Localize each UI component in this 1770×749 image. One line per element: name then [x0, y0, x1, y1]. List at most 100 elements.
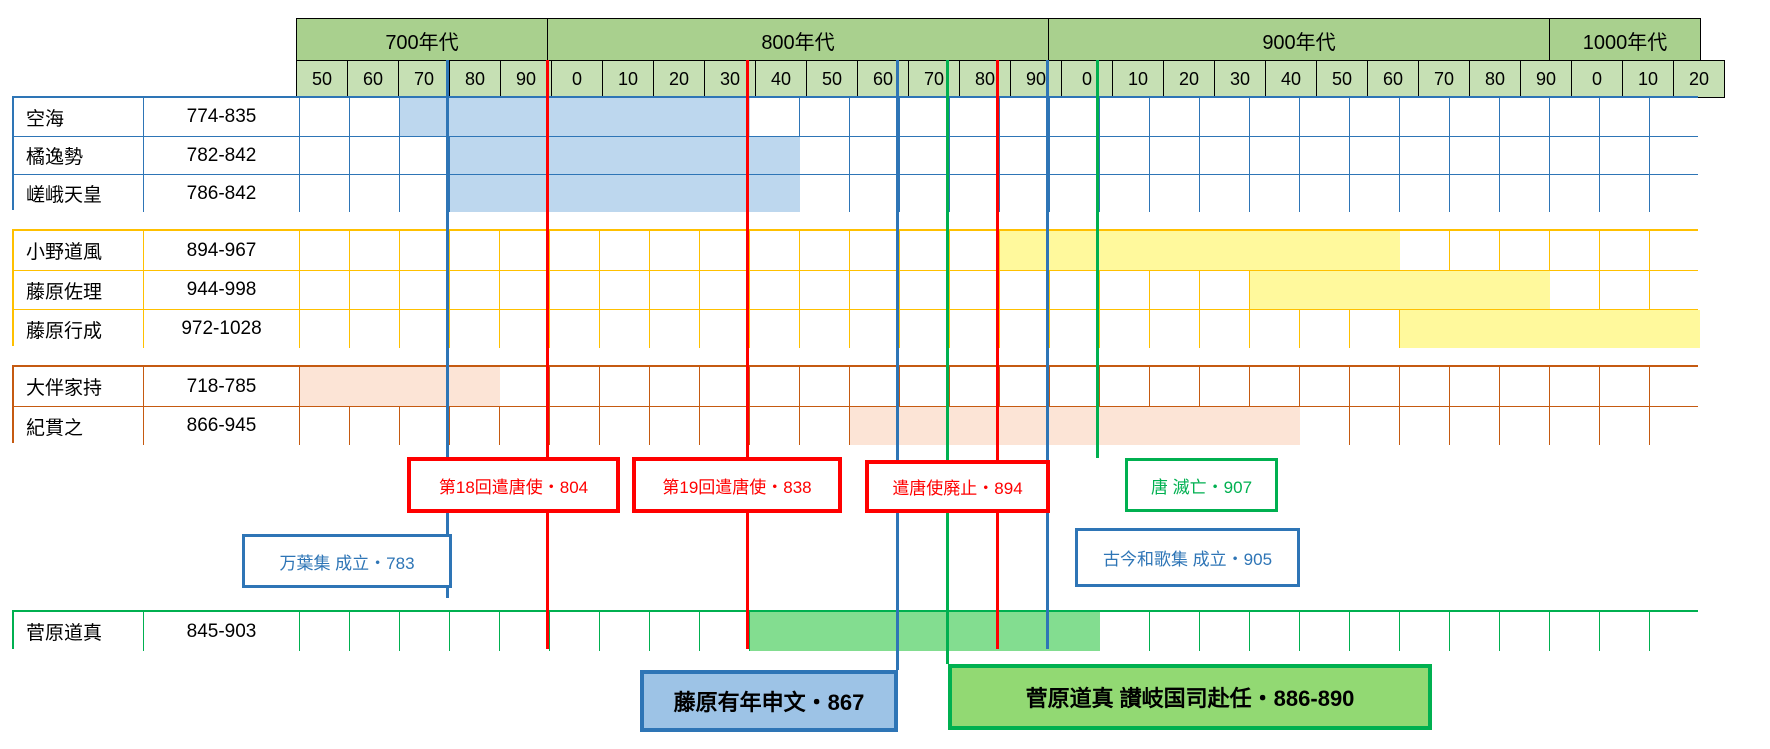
person-name: 嵯峨天皇 [14, 175, 144, 212]
person-row: 小野道風 894-967 [14, 231, 1698, 270]
timeline-grid [300, 367, 1698, 406]
event-label: 第18回遣唐使・804 [438, 477, 589, 497]
decade-tick-cell: 90 [500, 60, 552, 98]
timeline-grid [300, 231, 1698, 270]
person-lifespan: 845-903 [144, 612, 300, 651]
group-michizane: 菅原道真 845-903 [12, 610, 1698, 651]
person-row: 紀貫之 866-945 [14, 406, 1698, 445]
century-header-cell: 800年代 [547, 18, 1049, 62]
decade-tick-cell: 30 [1214, 60, 1266, 98]
person-row: 嵯峨天皇 786-842 [14, 174, 1698, 212]
person-name: 菅原道真 [14, 612, 144, 651]
event-line-sanuki [946, 60, 949, 664]
decade-tick-cell: 40 [1265, 60, 1317, 98]
event-label: 菅原道真 讃岐国司赴任・886-890 [1025, 686, 1355, 711]
event-box-kentoshi-end: 遣唐使廃止・894 [865, 460, 1050, 513]
timeline-grid [300, 175, 1698, 212]
decade-tick-cell: 80 [449, 60, 501, 98]
person-row: 菅原道真 845-903 [14, 612, 1698, 651]
group-sanpitsu: 空海 774-835 橘逸勢 782-842 嵯峨天皇 786-842 [12, 96, 1698, 212]
decade-tick-cell: 90 [1520, 60, 1572, 98]
decade-tick-cell: 70 [908, 60, 960, 98]
decade-tick-cell: 70 [398, 60, 450, 98]
century-header-cell: 700年代 [296, 18, 548, 62]
person-lifespan: 866-945 [144, 407, 300, 445]
person-lifespan: 718-785 [144, 367, 300, 406]
person-lifespan: 894-967 [144, 231, 300, 270]
decade-tick-cell: 10 [602, 60, 654, 98]
person-name: 藤原佐理 [14, 271, 144, 309]
person-name: 小野道風 [14, 231, 144, 270]
person-row: 藤原行成 972-1028 [14, 309, 1700, 348]
decade-tick-cell: 50 [806, 60, 858, 98]
person-row: 藤原佐理 944-998 [14, 270, 1698, 309]
lifespan-bar [1400, 310, 1700, 348]
event-line-arinori [896, 60, 899, 670]
group-poets: 大伴家持 718-785 紀貫之 866-945 [12, 365, 1698, 445]
decade-tick-cell: 60 [857, 60, 909, 98]
lifespan-bar [300, 367, 500, 406]
decade-tick-cell: 10 [1112, 60, 1164, 98]
lifespan-bar [450, 137, 800, 174]
person-name: 藤原行成 [14, 310, 144, 348]
decade-tick-cell: 50 [296, 60, 348, 98]
event-label: 藤原有年申文・867 [673, 690, 865, 715]
decade-tick-cell: 60 [347, 60, 399, 98]
timeline-grid [300, 407, 1698, 445]
event-box-kentoshi-19: 第19回遣唐使・838 [632, 457, 842, 513]
event-line-kentoshi-end [996, 60, 999, 649]
timeline-grid [300, 271, 1698, 309]
decade-tick-cell: 20 [653, 60, 705, 98]
event-box-kokinshu: 古今和歌集 成立・905 [1075, 528, 1300, 587]
event-line-kentoshi-19 [746, 60, 749, 649]
lifespan-bar [750, 612, 1100, 651]
event-line-manyoshu [446, 60, 449, 598]
decade-tick-cell: 60 [1367, 60, 1419, 98]
lifespan-bar [400, 98, 750, 136]
event-label: 唐 滅亡・907 [1150, 477, 1253, 497]
decade-tick-cell: 0 [1571, 60, 1623, 98]
decade-tick-cell: 70 [1418, 60, 1470, 98]
person-lifespan: 972-1028 [144, 310, 300, 348]
event-label: 古今和歌集 成立・905 [1102, 550, 1273, 569]
timeline-grid [300, 612, 1698, 651]
person-row: 橘逸勢 782-842 [14, 136, 1698, 174]
person-row: 大伴家持 718-785 [14, 367, 1698, 406]
person-lifespan: 786-842 [144, 175, 300, 212]
century-header-cell: 900年代 [1048, 18, 1550, 62]
group-sanseki: 小野道風 894-967 藤原佐理 944-998 藤原行成 972-1028 [12, 229, 1700, 348]
century-header-cell: 1000年代 [1549, 18, 1701, 62]
decade-tick-cell: 80 [959, 60, 1011, 98]
decade-tick-cell: 90 [1010, 60, 1062, 98]
event-label: 遣唐使廃止・894 [892, 479, 1023, 498]
person-lifespan: 774-835 [144, 98, 300, 136]
lifespan-bar [450, 175, 800, 212]
decade-tick-cell: 0 [551, 60, 603, 98]
event-label: 第19回遣唐使・838 [662, 477, 812, 497]
timeline-grid [300, 98, 1698, 136]
decade-tick-cell: 80 [1469, 60, 1521, 98]
event-label: 万葉集 成立・783 [279, 553, 415, 573]
lifespan-bar [1000, 231, 1400, 270]
person-lifespan: 944-998 [144, 271, 300, 309]
century-header-row: 700年代 800年代 900年代 1000年代 [296, 18, 1701, 62]
person-name: 橘逸勢 [14, 137, 144, 174]
person-name: 大伴家持 [14, 367, 144, 406]
event-line-tang-fall [1096, 60, 1099, 458]
event-box-tang-fall: 唐 滅亡・907 [1125, 458, 1278, 512]
event-line-kokinshu [1046, 60, 1049, 649]
person-name: 紀貫之 [14, 407, 144, 445]
event-box-arinori: 藤原有年申文・867 [640, 670, 898, 732]
timeline-grid [300, 310, 1700, 348]
lifespan-bar [850, 407, 1300, 445]
person-row: 空海 774-835 [14, 98, 1698, 136]
lifespan-bar [1250, 271, 1550, 309]
decade-tick-cell: 40 [755, 60, 807, 98]
event-line-kentoshi-18 [546, 60, 549, 649]
decade-tick-cell: 20 [1673, 60, 1725, 98]
decade-tick-cell: 50 [1316, 60, 1368, 98]
decade-tick-cell: 0 [1061, 60, 1113, 98]
person-lifespan: 782-842 [144, 137, 300, 174]
event-box-manyoshu: 万葉集 成立・783 [242, 534, 452, 588]
